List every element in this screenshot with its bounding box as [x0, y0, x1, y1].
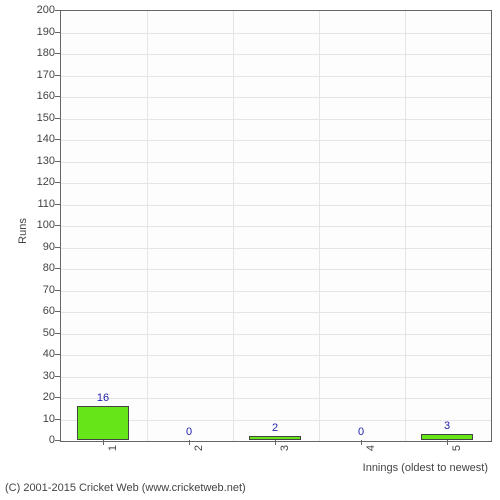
ytick-mark — [55, 139, 60, 140]
ytick-mark — [55, 311, 60, 312]
gridline-h — [61, 162, 491, 163]
gridline-h — [61, 33, 491, 34]
ytick-label: 50 — [25, 327, 55, 339]
bar-value-label: 16 — [97, 392, 109, 404]
bar — [421, 434, 473, 440]
ytick-mark — [55, 247, 60, 248]
xtick-label: 5 — [451, 445, 463, 451]
plot-area — [60, 10, 492, 442]
ytick-mark — [55, 161, 60, 162]
gridline-h — [61, 377, 491, 378]
ytick-label: 10 — [25, 413, 55, 425]
copyright-footer: (C) 2001-2015 Cricket Web (www.cricketwe… — [5, 482, 246, 494]
ytick-mark — [55, 397, 60, 398]
ytick-mark — [55, 333, 60, 334]
gridline-h — [61, 334, 491, 335]
ytick-mark — [55, 376, 60, 377]
ytick-mark — [55, 354, 60, 355]
ytick-mark — [55, 32, 60, 33]
ytick-mark — [55, 440, 60, 441]
x-axis-label: Innings (oldest to newest) — [363, 462, 488, 474]
xtick-mark — [103, 440, 104, 445]
xtick-mark — [447, 440, 448, 445]
bar-value-label: 0 — [186, 426, 192, 438]
gridline-h — [61, 205, 491, 206]
gridline-v — [405, 11, 406, 441]
gridline-h — [61, 119, 491, 120]
xtick-label: 3 — [279, 445, 291, 451]
bar-value-label: 2 — [272, 422, 278, 434]
y-axis-label: Runs — [17, 218, 29, 244]
xtick-mark — [275, 440, 276, 445]
gridline-h — [61, 183, 491, 184]
gridline-v — [147, 11, 148, 441]
chart-container: 0102030405060708090100110120130140150160… — [0, 0, 500, 500]
ytick-mark — [55, 204, 60, 205]
ytick-label: 0 — [25, 434, 55, 446]
ytick-label: 80 — [25, 262, 55, 274]
xtick-mark — [361, 440, 362, 445]
gridline-h — [61, 76, 491, 77]
ytick-label: 200 — [25, 4, 55, 16]
ytick-label: 110 — [25, 198, 55, 210]
ytick-label: 40 — [25, 348, 55, 360]
gridline-h — [61, 97, 491, 98]
ytick-label: 120 — [25, 176, 55, 188]
ytick-label: 60 — [25, 305, 55, 317]
bar-value-label: 0 — [358, 426, 364, 438]
gridline-h — [61, 355, 491, 356]
gridline-h — [61, 226, 491, 227]
gridline-h — [61, 291, 491, 292]
ytick-mark — [55, 96, 60, 97]
gridline-h — [61, 312, 491, 313]
gridline-h — [61, 140, 491, 141]
ytick-label: 70 — [25, 284, 55, 296]
ytick-mark — [55, 225, 60, 226]
ytick-label: 20 — [25, 391, 55, 403]
ytick-label: 190 — [25, 26, 55, 38]
ytick-label: 90 — [25, 241, 55, 253]
ytick-label: 140 — [25, 133, 55, 145]
ytick-mark — [55, 53, 60, 54]
xtick-mark — [189, 440, 190, 445]
gridline-h — [61, 398, 491, 399]
gridline-h — [61, 269, 491, 270]
gridline-v — [319, 11, 320, 441]
ytick-label: 180 — [25, 47, 55, 59]
ytick-label: 150 — [25, 112, 55, 124]
ytick-label: 130 — [25, 155, 55, 167]
ytick-label: 160 — [25, 90, 55, 102]
xtick-label: 2 — [193, 445, 205, 451]
ytick-label: 30 — [25, 370, 55, 382]
ytick-label: 170 — [25, 69, 55, 81]
bar — [77, 406, 129, 440]
ytick-mark — [55, 75, 60, 76]
bar-value-label: 3 — [444, 420, 450, 432]
xtick-label: 4 — [365, 445, 377, 451]
ytick-mark — [55, 290, 60, 291]
gridline-h — [61, 248, 491, 249]
ytick-label: 100 — [25, 219, 55, 231]
ytick-mark — [55, 419, 60, 420]
ytick-mark — [55, 182, 60, 183]
ytick-mark — [55, 118, 60, 119]
ytick-mark — [55, 10, 60, 11]
gridline-h — [61, 54, 491, 55]
ytick-mark — [55, 268, 60, 269]
gridline-v — [233, 11, 234, 441]
bar — [249, 436, 301, 440]
xtick-label: 1 — [107, 445, 119, 451]
